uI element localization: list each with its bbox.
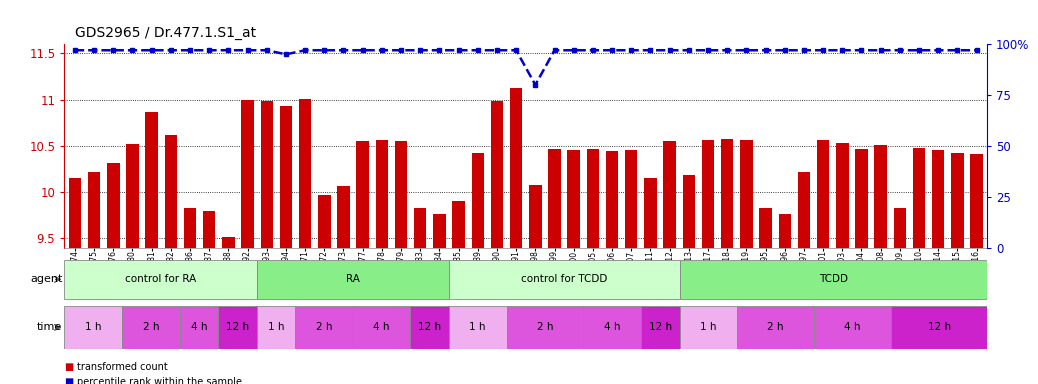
Text: 4 h: 4 h [191,322,208,333]
Bar [836,143,848,384]
Bar [203,211,216,384]
Text: time: time [37,322,62,333]
Bar [932,150,945,384]
Bar [299,99,311,384]
Bar [184,208,196,384]
Bar [912,148,925,384]
Text: control for TCDD: control for TCDD [521,274,607,285]
Bar [394,141,407,384]
Bar [448,260,680,299]
Bar [256,260,448,299]
Bar [241,100,254,384]
Text: 1 h: 1 h [268,322,284,333]
Bar [295,306,353,349]
Bar [165,135,177,384]
Text: transformed count: transformed count [77,362,167,372]
Bar [641,306,680,349]
Bar [218,306,256,349]
Bar [529,185,542,384]
Text: 12 h: 12 h [928,322,951,333]
Text: 12 h: 12 h [649,322,672,333]
Text: 2 h: 2 h [142,322,159,333]
Bar [491,101,503,384]
Bar [951,153,963,384]
Bar [279,106,292,384]
Text: 12 h: 12 h [418,322,441,333]
Bar [222,237,235,384]
Bar [414,208,427,384]
Bar [256,306,295,349]
Bar [318,195,330,384]
Bar [127,144,139,384]
Bar [107,162,119,384]
Bar [740,141,753,384]
Bar [586,149,599,384]
Text: ■: ■ [64,362,74,372]
Bar [797,172,811,384]
Bar [410,306,448,349]
Text: 1 h: 1 h [85,322,102,333]
Text: 4 h: 4 h [604,322,621,333]
Bar [568,150,580,384]
Bar [453,202,465,384]
Bar [606,151,619,384]
Bar [583,306,641,349]
Text: 1 h: 1 h [700,322,716,333]
Bar [356,141,368,384]
Bar [814,306,891,349]
Bar [180,306,218,349]
Bar [683,175,695,384]
Bar [855,149,868,384]
Bar [548,149,561,384]
Bar [721,139,734,384]
Text: agent: agent [30,274,62,285]
Bar [88,172,101,384]
Bar [69,178,81,384]
Bar [471,153,484,384]
Bar [64,260,256,299]
Bar [122,306,180,349]
Bar [507,306,583,349]
Bar [145,112,158,384]
Bar [778,214,791,384]
Text: 2 h: 2 h [767,322,784,333]
Text: control for RA: control for RA [125,274,196,285]
Bar [680,260,987,299]
Text: ■: ■ [64,377,74,384]
Text: 12 h: 12 h [226,322,249,333]
Text: percentile rank within the sample: percentile rank within the sample [77,377,242,384]
Bar [645,178,657,384]
Text: 4 h: 4 h [844,322,861,333]
Text: 4 h: 4 h [374,322,390,333]
Bar [448,306,507,349]
Bar [64,306,122,349]
Bar [891,306,987,349]
Bar [376,141,388,384]
Bar [760,208,772,384]
Text: 2 h: 2 h [537,322,553,333]
Bar [894,208,906,384]
Bar [663,141,676,384]
Bar [353,306,410,349]
Bar [737,306,814,349]
Bar [971,154,983,384]
Text: RA: RA [346,274,359,285]
Bar [433,214,445,384]
Bar [510,88,522,384]
Text: TCDD: TCDD [819,274,848,285]
Text: 2 h: 2 h [316,322,332,333]
Text: GDS2965 / Dr.477.1.S1_at: GDS2965 / Dr.477.1.S1_at [75,26,255,40]
Bar [680,306,737,349]
Bar [337,186,350,384]
Bar [702,141,714,384]
Bar [261,101,273,384]
Bar [874,145,886,384]
Bar [817,141,829,384]
Text: 1 h: 1 h [469,322,486,333]
Bar [625,150,637,384]
